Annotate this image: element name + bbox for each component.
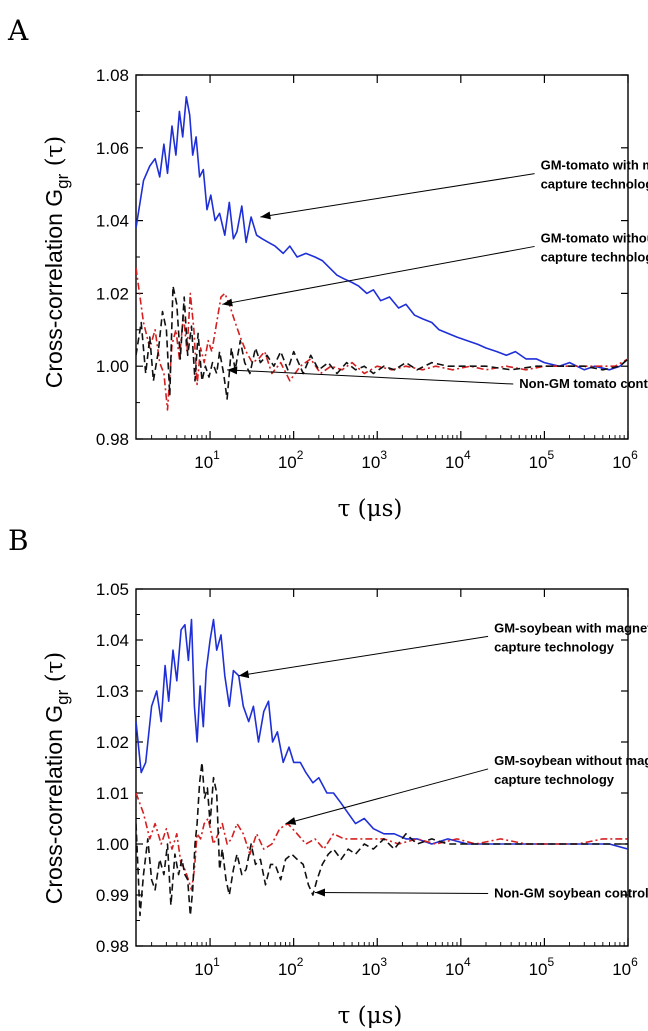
y-axis-label-b: Cross-correlation Ggr (τ) — [41, 652, 72, 905]
x-tick-label-b: 105 — [529, 955, 555, 979]
x-axis-label-a: τ (μs) — [338, 496, 403, 522]
y-axis-label-b-suffix: (τ) — [42, 652, 68, 690]
x-tick-label-a: 101 — [194, 448, 220, 472]
annotation-arrow-a-1 — [260, 173, 535, 218]
y-tick-label-b: 1.04 — [96, 631, 129, 650]
annotation-arrowhead-b-3 — [314, 888, 326, 897]
x-tick-label-b: 104 — [445, 955, 471, 979]
series-line-b-3 — [136, 761, 628, 917]
x-tick-label-b: 101 — [194, 955, 220, 979]
x-tick-label-a: 105 — [529, 448, 555, 472]
panel-b: B Cross-correlation Ggr (τ) τ (μs) 0.980… — [8, 524, 648, 1029]
plot-area-b: 0.98 0.99 1.00 1.01 1.02 1.03 1.04 1.05 101 102 10… — [96, 580, 648, 979]
x-tick-label-a: 103 — [361, 448, 387, 472]
annotation-label-b-3: Non-GM soybean control — [494, 886, 648, 901]
series-line-a-2 — [136, 267, 628, 411]
series-line-a-1 — [136, 96, 628, 371]
annotation-arrow-b-1 — [238, 635, 489, 677]
x-tick-label-b: 103 — [361, 955, 387, 979]
annotation-arrowhead-a-2 — [222, 298, 233, 307]
y-tick-label-b: 1.01 — [96, 784, 129, 803]
annotation-arrow-b-2 — [285, 768, 489, 825]
y-tick-label-a: 1.00 — [96, 357, 129, 376]
annotation-label-a-3: Non-GM tomato control — [519, 376, 648, 391]
annotation-label-b-1: GM-soybean with magnetic capture technolo… — [494, 620, 648, 654]
panel-letter-a: A — [7, 14, 29, 47]
y-tick-label-b: 0.99 — [96, 886, 129, 905]
y-tick-label-a: 1.06 — [96, 139, 129, 158]
x-tick-label-b: 106 — [612, 955, 638, 979]
panel-letter-b: B — [8, 524, 29, 557]
y-tick-label-b: 1.02 — [96, 733, 129, 752]
x-axis-label-b: τ (μs) — [338, 1003, 403, 1029]
annotation-arrowhead-b-1 — [238, 670, 250, 679]
annotation-arrow-a-2 — [222, 245, 535, 305]
y-tick-label-b: 1.00 — [96, 835, 129, 854]
x-tick-label-a: 102 — [278, 448, 304, 472]
y-axis-label-a-suffix: (τ) — [42, 136, 68, 174]
y-axis-label-a-main: Cross-correlation G — [41, 189, 67, 388]
y-axis-label-b-main: Cross-correlation G — [41, 705, 67, 904]
y-tick-label-a: 1.04 — [96, 212, 129, 231]
plot-area-a: 0.98 1.00 1.02 1.04 1.06 1.08 101 102 103 104 105 1… — [96, 66, 648, 472]
y-tick-label-a: 1.08 — [96, 66, 129, 85]
y-tick-label-b: 1.03 — [96, 682, 129, 701]
y-tick-label-a: 1.02 — [96, 284, 129, 303]
annotation-arrowhead-b-2 — [285, 817, 297, 825]
annotation-arrowhead-a-1 — [260, 211, 271, 220]
y-axis-label-a: Cross-correlation Ggr (τ) — [41, 136, 72, 389]
y-tick-label-b: 1.05 — [96, 580, 129, 599]
annotation-arrow-b-3 — [314, 891, 489, 895]
x-tick-label-a: 106 — [612, 448, 638, 472]
y-axis-label-a-sub: gr — [53, 173, 72, 188]
series-line-b-1 — [136, 618, 628, 850]
series-line-a-3 — [136, 285, 628, 400]
x-tick-label-b: 102 — [278, 955, 304, 979]
y-tick-label-b: 0.98 — [96, 937, 129, 956]
y-axis-label-b-sub: gr — [53, 689, 72, 704]
series-line-b-2 — [136, 792, 628, 891]
annotation-arrow-a-3 — [227, 369, 514, 385]
x-tick-label-a: 104 — [445, 448, 471, 472]
panel-a: A Cross-correlation Ggr (τ) τ (μs) 0.98 1… — [7, 14, 648, 522]
annotation-arrowhead-a-3 — [227, 366, 238, 375]
y-tick-label-a: 0.98 — [96, 430, 129, 449]
